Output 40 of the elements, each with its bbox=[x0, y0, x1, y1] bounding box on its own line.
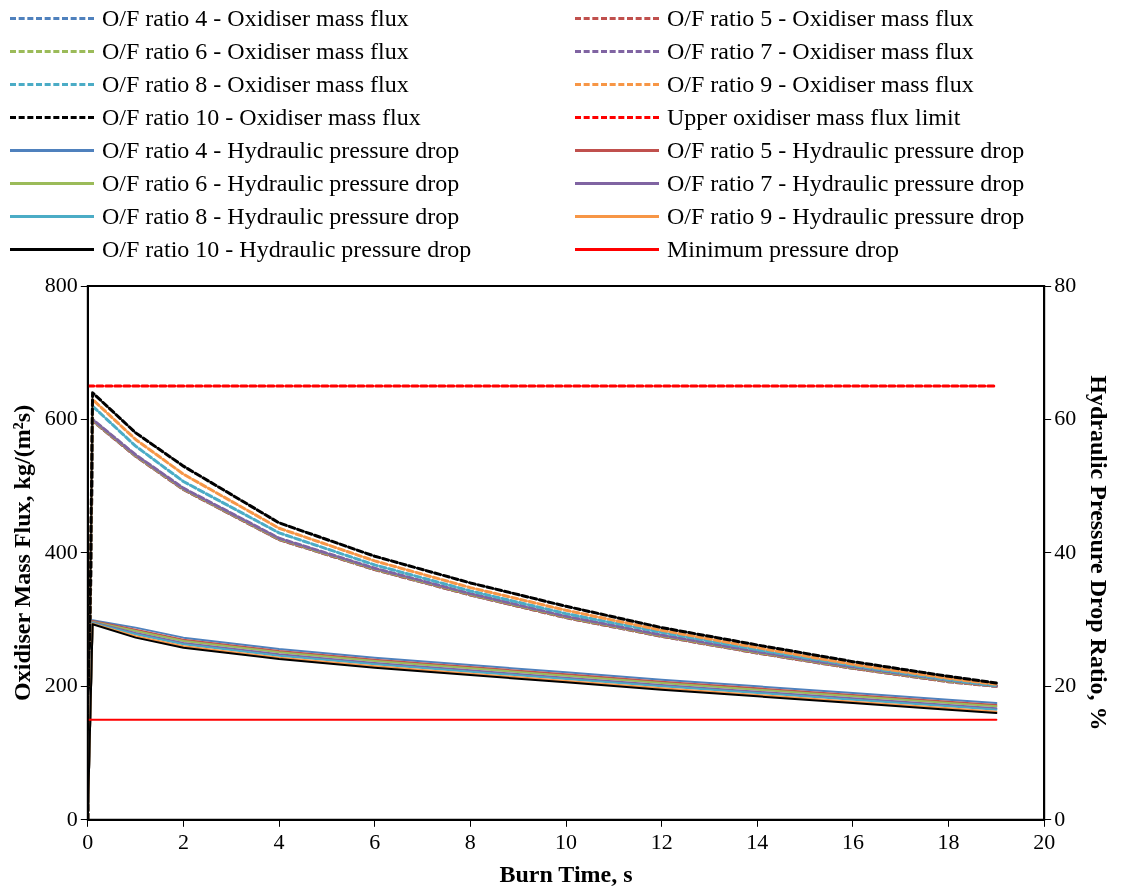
legend-label: O/F ratio 5 - Oxidiser mass flux bbox=[667, 5, 974, 32]
y2-tick-label: 80 bbox=[1054, 271, 1077, 297]
x-tick-label: 10 bbox=[555, 828, 577, 854]
legend-label: O/F ratio 4 - Oxidiser mass flux bbox=[102, 5, 409, 32]
y2-tick-label: 40 bbox=[1054, 538, 1077, 564]
x-tick-label: 12 bbox=[650, 828, 673, 854]
y2-tick-label: 0 bbox=[1054, 805, 1066, 831]
legend-label: O/F ratio 7 - Hydraulic pressure drop bbox=[667, 170, 1025, 197]
legend-label: O/F ratio 6 - Hydraulic pressure drop bbox=[102, 170, 460, 197]
legend-label: O/F ratio 8 - Oxidiser mass flux bbox=[102, 71, 409, 98]
legend-label: O/F ratio 6 - Oxidiser mass flux bbox=[102, 38, 409, 65]
x-tick-label: 6 bbox=[369, 828, 381, 854]
y-tick-label: 400 bbox=[44, 538, 78, 564]
y2-tick-label: 60 bbox=[1054, 405, 1077, 431]
legend-label: O/F ratio 8 - Hydraulic pressure drop bbox=[102, 203, 460, 230]
x-tick-label: 8 bbox=[464, 828, 476, 854]
legend-label: O/F ratio 4 - Hydraulic pressure drop bbox=[102, 137, 460, 164]
x-tick-label: 20 bbox=[1033, 828, 1056, 854]
x-tick-label: 4 bbox=[273, 828, 285, 854]
x-tick-label: 0 bbox=[82, 828, 94, 854]
legend-label: O/F ratio 7 - Oxidiser mass flux bbox=[667, 38, 974, 65]
legend-label: O/F ratio 9 - Oxidiser mass flux bbox=[667, 71, 974, 98]
x-tick-label: 16 bbox=[841, 828, 864, 854]
y-axis-title: Oxidiser Mass Flux, kg/(m²s) bbox=[8, 404, 35, 701]
x-tick-label: 14 bbox=[746, 828, 769, 854]
legend-label: Upper oxidiser mass flux limit bbox=[667, 104, 961, 131]
y-tick-label: 200 bbox=[44, 672, 78, 698]
legend-label: O/F ratio 10 - Oxidiser mass flux bbox=[102, 104, 421, 131]
y2-axis-title: Hydraulic Pressure Drop Ratio, % bbox=[1086, 375, 1113, 731]
legend-label: O/F ratio 5 - Hydraulic pressure drop bbox=[667, 137, 1025, 164]
y-tick-label: 600 bbox=[44, 405, 78, 431]
legend-label: Minimum pressure drop bbox=[667, 236, 899, 263]
legend-label: O/F ratio 10 - Hydraulic pressure drop bbox=[102, 236, 472, 263]
y-tick-label: 800 bbox=[44, 271, 78, 297]
y-tick-label: 0 bbox=[66, 805, 78, 831]
x-tick-label: 18 bbox=[937, 828, 960, 854]
x-tick-label: 2 bbox=[177, 828, 189, 854]
x-axis-title: Burn Time, s bbox=[499, 860, 633, 887]
legend-label: O/F ratio 9 - Hydraulic pressure drop bbox=[667, 203, 1025, 230]
y2-tick-label: 20 bbox=[1054, 672, 1077, 698]
